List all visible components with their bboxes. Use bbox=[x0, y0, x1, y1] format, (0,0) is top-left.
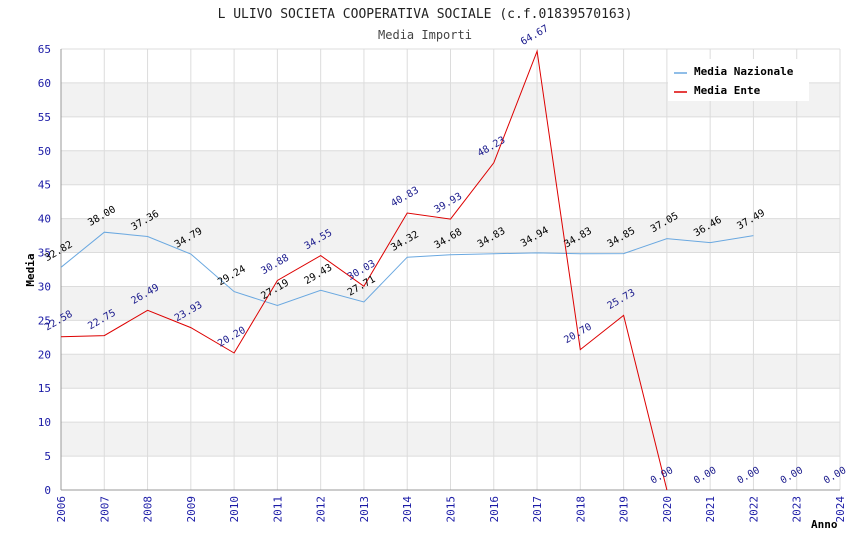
x-tick-label: 2011 bbox=[271, 496, 284, 523]
x-tick-labels: 2006 2007 2008 2009 2010 2011 2012 2013 2014 2015… bbox=[55, 496, 847, 523]
y-tick-label: 10 bbox=[38, 416, 51, 429]
y-tick-label: 25 bbox=[38, 314, 51, 327]
series-line-media-nazionale bbox=[60, 231, 754, 307]
data-label: 0.00 bbox=[822, 465, 848, 487]
x-axis-label: Anno bbox=[811, 518, 838, 531]
x-tick-label: 2014 bbox=[401, 496, 414, 523]
y-tick-label: 40 bbox=[38, 213, 51, 226]
legend-label-media-ente: Media Ente bbox=[694, 84, 761, 97]
data-label: 39.93 bbox=[433, 191, 465, 216]
x-tick-label: 2013 bbox=[358, 496, 371, 523]
y-tick-label: 50 bbox=[38, 145, 51, 158]
x-tick-label: 2017 bbox=[531, 496, 544, 523]
data-label: 22.58 bbox=[43, 309, 75, 334]
data-label: 0.00 bbox=[779, 465, 805, 487]
y-tick-label: 30 bbox=[38, 280, 51, 293]
data-label: 0.00 bbox=[649, 465, 675, 487]
x-tick-label: 2022 bbox=[747, 496, 760, 523]
x-tick-label: 2006 bbox=[55, 496, 68, 523]
y-tick-label: 20 bbox=[38, 348, 51, 361]
y-tick-label: 0 bbox=[44, 484, 51, 497]
series-line-media-ente bbox=[60, 49, 668, 491]
x-tick-label: 2007 bbox=[98, 496, 111, 523]
legend-box bbox=[668, 59, 809, 101]
x-tick-label: 2024 bbox=[834, 496, 847, 523]
y-tick-label: 65 bbox=[38, 43, 51, 56]
x-tick-label: 2009 bbox=[185, 496, 198, 523]
data-label: 29.24 bbox=[216, 264, 248, 289]
series-lines bbox=[60, 49, 754, 491]
legend-label-media-nazionale: Media Nazionale bbox=[694, 65, 794, 78]
x-tick-label: 2010 bbox=[228, 496, 241, 523]
x-tick-label: 2016 bbox=[488, 496, 501, 523]
y-tick-labels: 0 5 10 15 20 25 30 35 40 45 50 55 60 65 bbox=[38, 43, 51, 497]
x-tick-label: 2020 bbox=[661, 496, 674, 523]
x-tick-label: 2023 bbox=[791, 496, 804, 523]
x-tick-label: 2018 bbox=[574, 496, 587, 523]
x-tick-label: 2012 bbox=[315, 496, 328, 523]
y-tick-label: 60 bbox=[38, 77, 51, 90]
data-label: 0.00 bbox=[735, 465, 761, 487]
y-axis-label: Media bbox=[24, 253, 37, 286]
data-label: 40.83 bbox=[389, 185, 421, 210]
legend: Media Nazionale Media Ente bbox=[668, 59, 809, 101]
x-tick-label: 2019 bbox=[618, 496, 631, 523]
chart-title: L ULIVO SOCIETA COOPERATIVA SOCIALE (c.f… bbox=[218, 7, 633, 22]
grid-lines bbox=[60, 48, 841, 491]
data-label: 64.67 bbox=[519, 23, 551, 48]
y-tick-label: 5 bbox=[44, 450, 51, 463]
y-tick-label: 35 bbox=[38, 247, 51, 260]
chart-subtitle: Media Importi bbox=[378, 28, 472, 42]
y-tick-label: 55 bbox=[38, 111, 51, 124]
axes bbox=[60, 49, 840, 491]
x-tick-label: 2008 bbox=[142, 496, 155, 523]
data-label: 0.00 bbox=[692, 465, 718, 487]
y-tick-label: 45 bbox=[38, 179, 51, 192]
y-tick-label: 15 bbox=[38, 382, 51, 395]
x-tick-label: 2021 bbox=[704, 496, 717, 523]
data-label: 30.88 bbox=[259, 253, 291, 278]
x-tick-label: 2015 bbox=[445, 496, 458, 523]
data-label: 29.43 bbox=[303, 262, 335, 287]
